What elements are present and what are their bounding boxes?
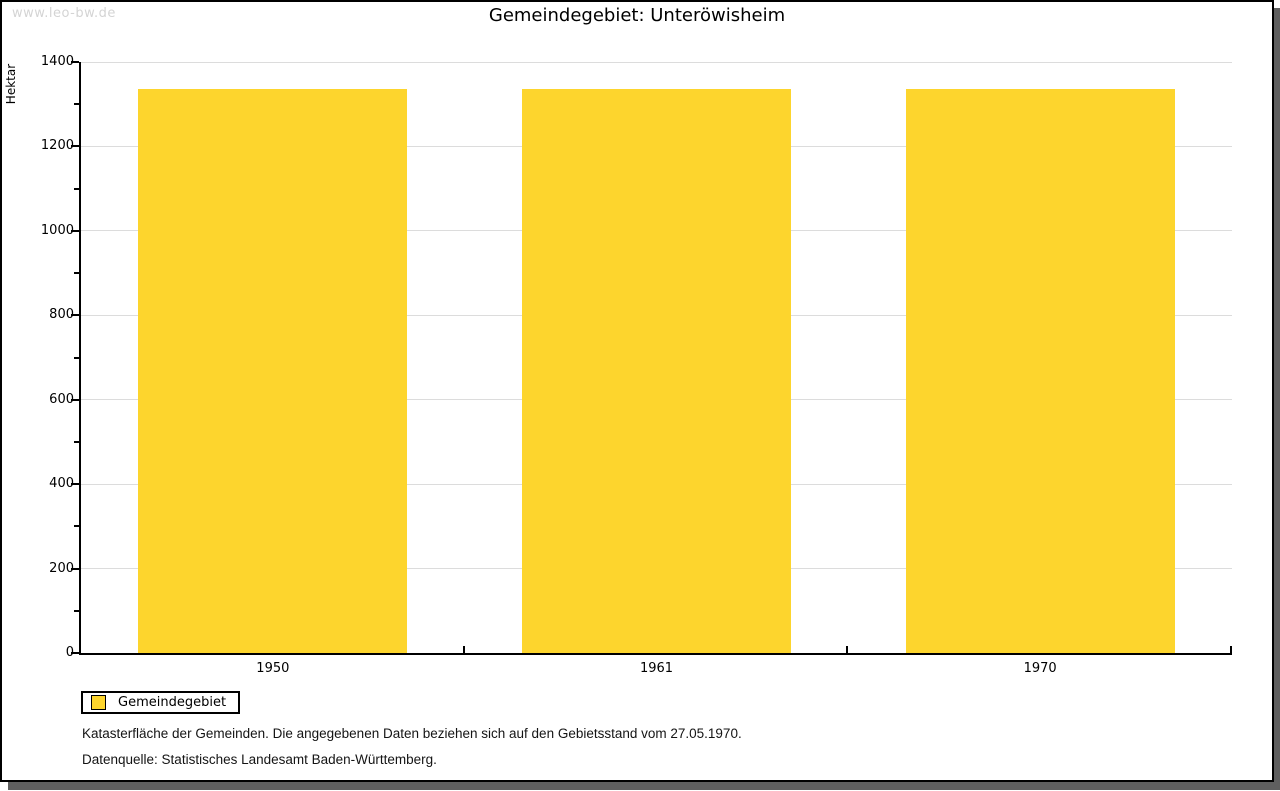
y-tick-label: 0 bbox=[65, 645, 74, 660]
footnote-data-note: Katasterfläche der Gemeinden. Die angege… bbox=[82, 726, 742, 741]
y-tick-label: 1200 bbox=[40, 138, 74, 154]
legend-box: Gemeindegebiet bbox=[81, 691, 241, 714]
y-minor-tick bbox=[74, 609, 79, 612]
chart-title: Gemeindegebiet: Unteröwisheim bbox=[488, 5, 786, 26]
y-axis-line bbox=[79, 62, 81, 655]
y-minor-tick bbox=[74, 272, 79, 275]
bar-1970 bbox=[905, 88, 1175, 653]
y-minor-tick bbox=[74, 103, 79, 106]
y-minor-tick bbox=[74, 356, 79, 359]
y-tick-label: 200 bbox=[49, 560, 74, 576]
y-major-tick bbox=[71, 229, 79, 232]
x-boundary-tick bbox=[1230, 646, 1232, 653]
y-gridline bbox=[81, 61, 1232, 63]
x-tick-label-1950: 1950 bbox=[256, 661, 290, 676]
y-tick-label: 600 bbox=[49, 391, 74, 407]
x-boundary-tick bbox=[462, 646, 465, 653]
y-major-tick bbox=[71, 483, 79, 486]
y-major-tick bbox=[71, 145, 79, 148]
bar-1961 bbox=[522, 88, 791, 653]
y-tick-label: 1000 bbox=[40, 222, 74, 238]
y-tick-label: 1400 bbox=[40, 54, 74, 69]
y-major-tick bbox=[71, 314, 79, 317]
y-major-tick bbox=[71, 652, 79, 654]
x-tick-label-1961: 1961 bbox=[639, 661, 674, 676]
y-major-tick bbox=[71, 567, 79, 570]
y-tick-label: 400 bbox=[49, 476, 74, 492]
legend-swatch-icon bbox=[91, 695, 106, 710]
x-boundary-tick bbox=[846, 646, 849, 653]
y-minor-tick bbox=[74, 187, 79, 190]
y-tick-label: 800 bbox=[49, 307, 74, 323]
bar-1950 bbox=[138, 88, 408, 653]
footnote-source: Datenquelle: Statistisches Landesamt Bad… bbox=[82, 752, 437, 767]
x-tick-label-1970: 1970 bbox=[1023, 661, 1057, 676]
plot-area: 0 200 400 600 800 1000 1200 1400 1950 1961 1970 bbox=[41, 54, 1232, 676]
x-axis-line bbox=[79, 653, 1232, 655]
legend-label: Gemeindegebiet bbox=[118, 695, 227, 710]
y-major-tick bbox=[71, 61, 79, 63]
watermark-text: www.leo-bw.de bbox=[12, 6, 116, 21]
y-major-tick bbox=[71, 398, 79, 401]
y-minor-tick bbox=[74, 440, 79, 443]
y-minor-tick bbox=[74, 525, 79, 528]
